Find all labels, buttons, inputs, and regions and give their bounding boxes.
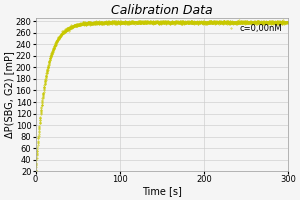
- Y-axis label: ΔP(SBG, G2) [mP]: ΔP(SBG, G2) [mP]: [4, 51, 14, 138]
- c=0,00nM: [279, 21, 283, 23]
- c=0,00nM: [232, 21, 236, 23]
- Legend: c=0,00nM: c=0,00nM: [221, 21, 285, 36]
- c=0,00nM: [150, 21, 153, 23]
- c=0,00nM: [34, 170, 38, 172]
- c=0,00nM: [157, 21, 160, 23]
- Title: Calibration Data: Calibration Data: [111, 4, 213, 17]
- c=0,00nM: [238, 19, 241, 21]
- X-axis label: Time [s]: Time [s]: [142, 186, 182, 196]
- c=0,00nM: [279, 21, 282, 24]
- c=0,00nM: [47, 64, 50, 66]
- Line: c=0,00nM: c=0,00nM: [35, 20, 288, 171]
- c=0,00nM: [286, 22, 290, 24]
